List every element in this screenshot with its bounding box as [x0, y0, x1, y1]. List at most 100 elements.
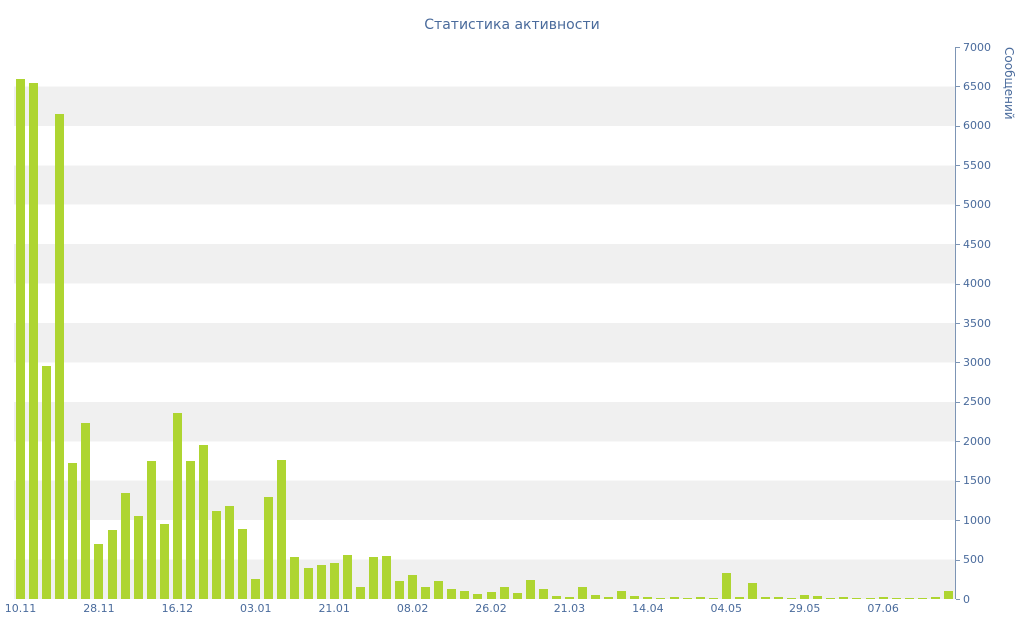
bar — [81, 423, 91, 599]
bar — [578, 587, 588, 599]
bar — [212, 510, 222, 599]
bar — [800, 595, 810, 599]
bar — [355, 587, 365, 599]
bar — [551, 595, 561, 599]
x-tick-label: 07.06 — [867, 602, 899, 615]
bar — [408, 575, 418, 599]
bar — [695, 597, 705, 599]
chart-title: Статистика активности — [424, 17, 600, 33]
bar — [381, 556, 391, 599]
y-tick-mark — [956, 441, 960, 443]
bar — [486, 591, 496, 599]
bar — [421, 587, 431, 599]
bar — [865, 597, 875, 599]
bar — [277, 460, 287, 599]
bar — [447, 588, 457, 599]
y-tick-label: 3000 — [963, 355, 991, 369]
bar — [329, 562, 339, 599]
bar — [682, 597, 692, 599]
y-tick-label: 7000 — [963, 40, 991, 54]
bar — [852, 598, 862, 599]
bar — [839, 597, 849, 599]
bar — [16, 78, 26, 599]
bar — [172, 412, 182, 599]
y-tick-mark — [956, 480, 960, 482]
bar — [251, 579, 261, 599]
y-tick-label: 5000 — [963, 198, 991, 212]
x-tick-label: 21.03 — [553, 602, 586, 615]
bar — [747, 583, 757, 599]
y-tick-label: 4500 — [963, 237, 991, 251]
bar — [591, 595, 601, 599]
bar — [643, 596, 653, 599]
bar — [760, 597, 770, 599]
bar — [826, 597, 836, 599]
y-tick-mark — [956, 559, 960, 561]
y-tick-mark — [956, 165, 960, 167]
x-tick-label: 04.05 — [710, 602, 743, 615]
bar — [499, 587, 509, 599]
bar — [303, 568, 313, 599]
bar — [395, 580, 405, 599]
bar — [604, 597, 614, 599]
bar — [368, 557, 378, 599]
x-tick-label: 28.11 — [83, 602, 115, 615]
bar — [146, 461, 156, 599]
y-tick-mark — [956, 323, 960, 324]
bar — [878, 597, 888, 599]
bar — [238, 528, 248, 599]
bar — [55, 114, 65, 599]
bar — [774, 597, 784, 599]
bar — [564, 597, 574, 599]
y-tick-mark — [956, 520, 960, 522]
y-tick-mark — [956, 401, 960, 403]
y-axis: 0 500 1000 1500 2000 2500 3000 3500 4000 4500 5000… — [956, 41, 1016, 606]
x-tick-label: 29.05 — [788, 602, 821, 615]
bar — [943, 591, 953, 599]
bar — [342, 554, 352, 599]
bar — [512, 592, 522, 599]
bar — [708, 598, 718, 599]
bar — [904, 597, 914, 599]
bar — [68, 463, 78, 599]
y-tick-label: 2500 — [963, 395, 991, 409]
y-tick-label: 2000 — [963, 434, 991, 448]
bar — [42, 366, 52, 599]
plot-area — [14, 47, 956, 599]
y-tick-mark — [956, 204, 960, 206]
y-tick-mark — [956, 86, 960, 88]
y-tick-label: 6500 — [963, 79, 991, 93]
y-tick-mark — [956, 283, 960, 285]
y-tick-mark — [956, 47, 960, 48]
y-tick-mark — [956, 125, 960, 127]
y-tick-label: 5500 — [963, 158, 991, 172]
y-tick-label: 500 — [963, 553, 984, 567]
x-tick-label: 14.04 — [632, 602, 664, 615]
bar — [290, 557, 300, 599]
bar — [617, 591, 627, 599]
bar — [930, 597, 940, 599]
y-axis-title: Сообщений — [1002, 47, 1016, 120]
x-tick-label: 03.01 — [240, 602, 272, 615]
bar — [813, 595, 823, 599]
y-tick-mark — [956, 599, 960, 600]
x-axis: 10.11 28.11 16.12 03.01 21.01 08.02 26.02 21.03… — [5, 602, 955, 618]
bar — [120, 493, 130, 599]
bar — [29, 82, 39, 599]
bar — [225, 505, 235, 599]
y-tick-label: 3500 — [963, 316, 991, 330]
bar — [107, 529, 117, 599]
bar — [917, 598, 927, 599]
bar — [264, 497, 274, 599]
bar — [656, 597, 666, 599]
bar — [185, 461, 195, 599]
y-tick-label: 0 — [963, 592, 970, 606]
x-tick-label: 08.02 — [396, 602, 429, 615]
bar — [891, 598, 901, 599]
bar — [199, 445, 208, 599]
bar — [538, 588, 548, 599]
x-tick-label: 10.11 — [4, 602, 37, 615]
bar — [434, 580, 444, 599]
x-tick-label: 21.01 — [318, 602, 350, 615]
